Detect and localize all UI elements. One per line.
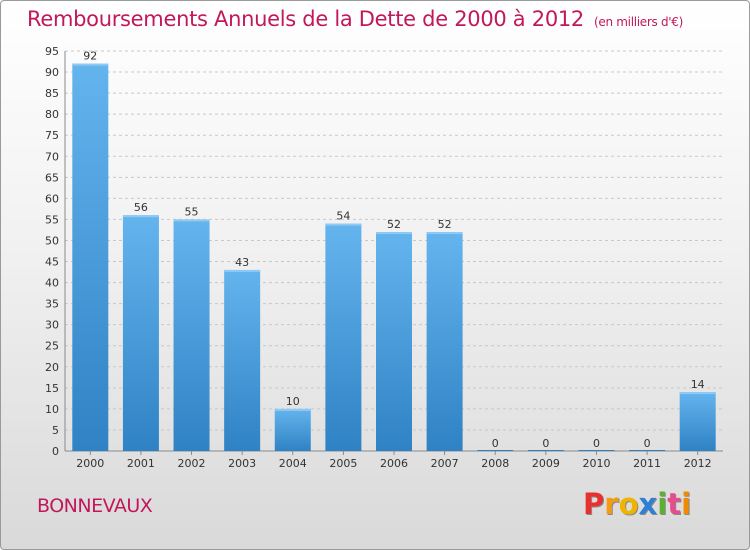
x-tick-label: 2009 — [532, 457, 560, 470]
logo-letter: r — [604, 487, 619, 521]
bar-top-highlight — [274, 408, 311, 411]
y-tick-label: 40 — [45, 277, 59, 290]
y-tick-label: 35 — [45, 298, 59, 311]
x-tick-label: 2010 — [582, 457, 610, 470]
bar-top-highlight — [426, 232, 463, 235]
y-tick-label: 70 — [45, 150, 59, 163]
bar-top-highlight — [224, 269, 261, 272]
logo-letter: o — [618, 487, 639, 521]
bar — [325, 223, 362, 451]
bar-top-highlight — [122, 215, 159, 218]
y-tick-label: 80 — [45, 108, 59, 121]
y-tick-label: 65 — [45, 171, 59, 184]
y-tick-label: 90 — [45, 66, 59, 79]
y-tick-label: 95 — [45, 45, 59, 58]
x-tick-label: 2007 — [431, 457, 459, 470]
y-tick-label: 50 — [45, 234, 59, 247]
bar — [72, 63, 109, 451]
data-label: 10 — [286, 395, 300, 408]
bar — [224, 269, 261, 451]
town-name: BONNEVAUX — [37, 495, 153, 517]
data-label: 56 — [134, 201, 148, 214]
data-label: 0 — [644, 437, 651, 450]
data-label: 14 — [691, 378, 705, 391]
logo-letter: t — [667, 487, 682, 521]
y-tick-label: 55 — [45, 213, 59, 226]
y-tick-label: 5 — [52, 424, 59, 437]
data-label: 52 — [387, 218, 401, 231]
x-tick-label: 2002 — [178, 457, 206, 470]
data-label: 92 — [83, 50, 97, 63]
logo-letter: x — [638, 487, 658, 521]
logo-letter: i — [657, 487, 668, 521]
x-tick-label: 2011 — [633, 457, 661, 470]
bar-top-highlight — [173, 219, 210, 222]
y-tick-label: 45 — [45, 256, 59, 269]
bar-top-highlight — [325, 223, 362, 226]
y-tick-label: 10 — [45, 403, 59, 416]
x-tick-label: 2004 — [279, 457, 307, 470]
logo-letter: i — [681, 487, 692, 521]
x-tick-label: 2005 — [329, 457, 357, 470]
data-label: 55 — [185, 205, 199, 218]
y-tick-label: 0 — [52, 445, 59, 458]
x-tick-label: 2012 — [684, 457, 712, 470]
bar — [376, 232, 412, 451]
x-tick-label: 2000 — [76, 457, 104, 470]
chart-title-text: Remboursements Annuels de la Dette de 20… — [27, 7, 584, 31]
y-tick-label: 15 — [45, 382, 59, 395]
x-tick-label: 2003 — [228, 457, 256, 470]
x-tick-label: 2008 — [481, 457, 509, 470]
chart-title: Remboursements Annuels de la Dette de 20… — [27, 7, 683, 31]
chart-unit: (en milliers d'€) — [594, 15, 684, 29]
logo-letter: P — [583, 487, 605, 521]
y-tick-label: 30 — [45, 319, 59, 332]
bar — [274, 408, 311, 451]
y-tick-label: 85 — [45, 87, 59, 100]
bar — [173, 219, 210, 451]
y-tick-label: 25 — [45, 340, 59, 353]
data-label: 52 — [438, 218, 452, 231]
bar — [426, 232, 463, 451]
proxiti-logo: Proxiti — [583, 487, 691, 521]
bar — [122, 215, 159, 451]
y-tick-label: 75 — [45, 129, 59, 142]
x-tick-label: 2006 — [380, 457, 408, 470]
bar-top-highlight — [72, 63, 109, 66]
data-label: 54 — [336, 210, 350, 223]
data-label: 0 — [492, 437, 499, 450]
data-label: 0 — [542, 437, 549, 450]
data-label: 0 — [593, 437, 600, 450]
y-tick-label: 60 — [45, 192, 59, 205]
x-tick-label: 2001 — [127, 457, 155, 470]
bar-top-highlight — [376, 232, 412, 235]
y-tick-label: 20 — [45, 361, 59, 374]
data-label: 43 — [235, 256, 249, 269]
bar — [679, 392, 716, 451]
bar-top-highlight — [679, 392, 716, 395]
